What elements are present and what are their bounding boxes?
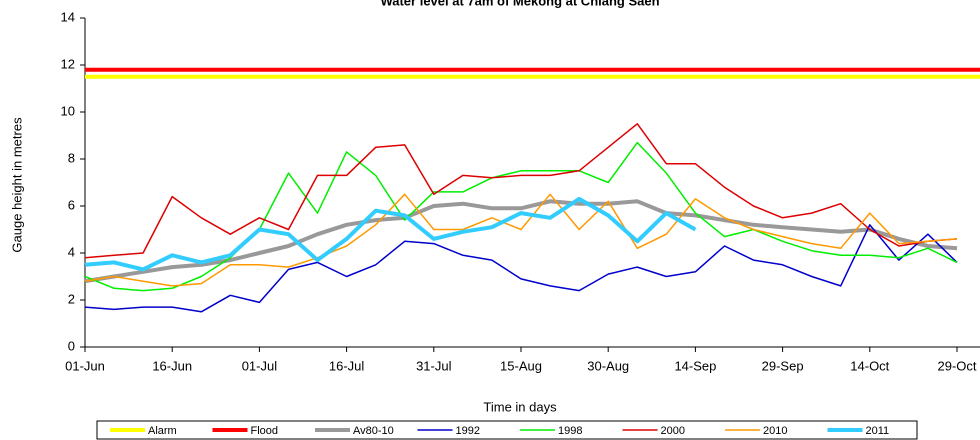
x-axis-label: Time in days — [483, 399, 557, 414]
legend-label: 2011 — [866, 425, 890, 437]
series-line — [84, 196, 697, 272]
series-line — [84, 141, 958, 292]
y-tick-label: 10 — [61, 103, 75, 118]
x-tick-label: 14-Oct — [850, 358, 889, 373]
y-tick-label: 14 — [61, 9, 75, 24]
y-tick-label: 6 — [68, 197, 75, 212]
x-tick-label: 15-Aug — [500, 358, 542, 373]
series-line — [84, 199, 958, 284]
y-axis-label: Gauge height in metres — [9, 117, 24, 253]
x-tick-label: 14-Sep — [674, 358, 716, 373]
y-tick-label: 12 — [61, 56, 75, 71]
legend-label: 2010 — [763, 425, 787, 437]
legend-label: Av80-10 — [353, 425, 394, 437]
x-tick-label: 01-Jun — [65, 358, 105, 373]
x-tick-label: 30-Aug — [587, 358, 629, 373]
legend-label: 1998 — [558, 425, 582, 437]
x-tick-label: 31-Jul — [416, 358, 452, 373]
legend: Alarm Flood Av80-10 1992 1998 2000 2010 2011 — [110, 425, 889, 437]
legend-label: 1992 — [456, 425, 480, 437]
chart-title: Water level at 7am of Mekong at Chiang S… — [380, 0, 659, 8]
legend-label: Flood — [251, 425, 279, 437]
x-tick-label: 29-Oct — [937, 358, 976, 373]
series-line — [84, 193, 958, 287]
y-tick-label: 4 — [68, 244, 75, 259]
x-tick-label: 16-Jun — [152, 358, 192, 373]
x-tick-label: 29-Sep — [762, 358, 804, 373]
series-line — [84, 224, 958, 313]
y-tick-label: 2 — [68, 291, 75, 306]
y-tick-label: 0 — [68, 338, 75, 353]
x-tick-label: 16-Jul — [329, 358, 365, 373]
x-tick-label: 01-Jul — [242, 358, 278, 373]
y-tick-label: 8 — [68, 150, 75, 165]
legend-label: 2000 — [661, 425, 685, 437]
series-line — [84, 123, 958, 259]
legend-box — [96, 420, 918, 440]
legend-label: Alarm — [148, 425, 177, 437]
